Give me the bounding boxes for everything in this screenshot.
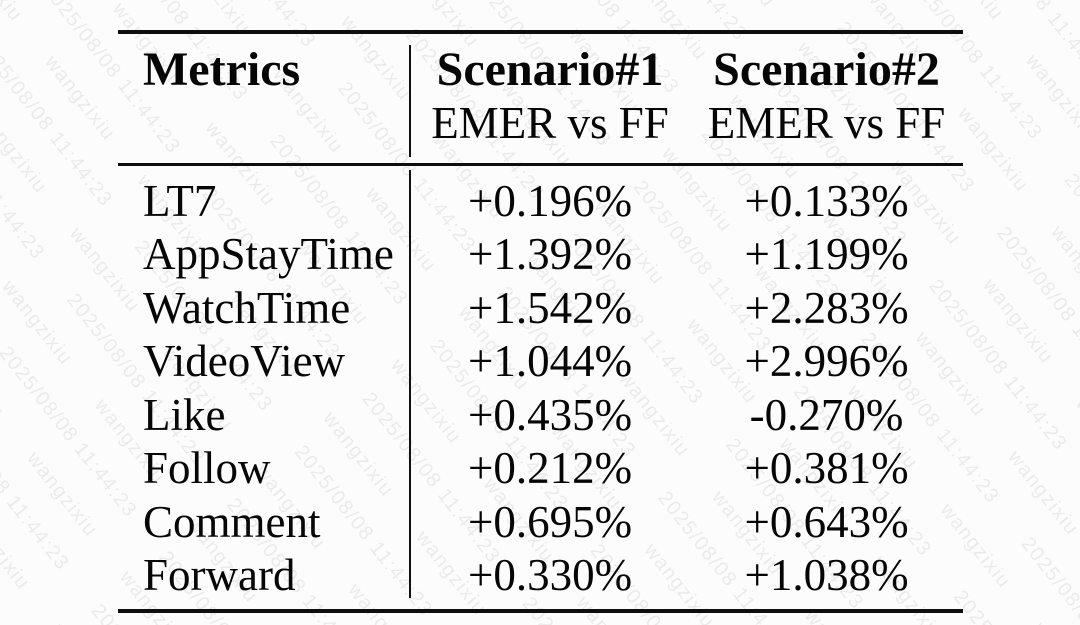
scenario1-value: +0.196% [467, 175, 633, 226]
scenario1-value: +1.542% [467, 282, 633, 333]
scenario1-value: +1.044% [467, 336, 633, 387]
metric-label: WatchTime [143, 282, 351, 333]
column-divider-header [409, 45, 411, 157]
scenario2-value: -0.270% [749, 389, 904, 440]
metric-label: LT7 [143, 175, 217, 226]
table-rule-bottom [118, 609, 963, 613]
table-row: LT7 +0.196% +0.133% [118, 174, 963, 228]
scenario2-title: Scenario#2 [713, 43, 940, 96]
table-row: AppStayTime +1.392% +1.199% [118, 228, 963, 282]
scenario1-value: +0.695% [467, 496, 633, 547]
metric-label: Like [143, 389, 226, 440]
metric-label: AppStayTime [143, 229, 394, 280]
metric-label: Comment [143, 496, 321, 547]
scenario2-subtitle: EMER vs FF [707, 98, 946, 148]
column-divider-body [409, 170, 411, 598]
scenario2-value: +2.996% [744, 336, 909, 387]
scenario2-value: +0.381% [744, 443, 909, 494]
table-header: Metrics Scenario#1 EMER vs FF Scenario#2… [118, 34, 963, 163]
scenario2-value: +0.643% [744, 496, 909, 547]
scenario1-value: +0.212% [467, 443, 633, 494]
scenario2-value: +1.038% [744, 550, 909, 601]
header-col-metrics: Metrics [118, 34, 410, 163]
table-row: Follow +0.212% +0.381% [118, 442, 963, 496]
table-rule-top [118, 30, 963, 34]
table-body: LT7 +0.196% +0.133% AppStayTime +1.392% … [118, 166, 963, 609]
table-row: Like +0.435% -0.270% [118, 388, 963, 442]
results-table: Metrics Scenario#1 EMER vs FF Scenario#2… [118, 30, 963, 617]
header-col-scenario2: Scenario#2 EMER vs FF [690, 34, 963, 163]
metric-label: VideoView [143, 336, 346, 387]
metric-label: Follow [143, 443, 271, 494]
metrics-header-label: Metrics [143, 43, 301, 96]
scenario2-value: +1.199% [744, 229, 909, 280]
table-row: Forward +0.330% +1.038% [118, 549, 963, 603]
metric-label: Forward [143, 550, 296, 601]
scenario2-value: +0.133% [744, 175, 909, 226]
scenario1-value: +0.435% [467, 389, 633, 440]
scenario1-value: +0.330% [467, 550, 633, 601]
header-col-scenario1: Scenario#1 EMER vs FF [410, 34, 690, 163]
scenario2-value: +2.283% [744, 282, 909, 333]
table-rule-mid [118, 163, 963, 166]
table-row: WatchTime +1.542% +2.283% [118, 281, 963, 335]
table-row: VideoView +1.044% +2.996% [118, 335, 963, 389]
scenario1-title: Scenario#1 [436, 43, 664, 96]
scenario1-value: +1.392% [467, 229, 633, 280]
table-row: Comment +0.695% +0.643% [118, 495, 963, 549]
scenario1-subtitle: EMER vs FF [431, 98, 669, 148]
